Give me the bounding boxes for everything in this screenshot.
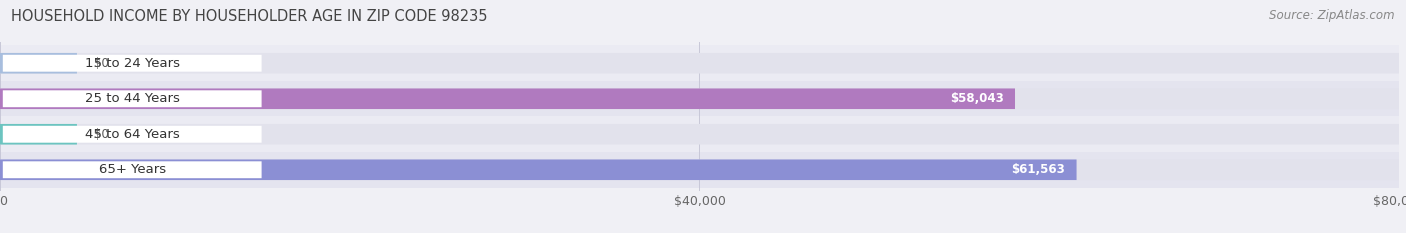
FancyBboxPatch shape	[3, 55, 262, 72]
FancyBboxPatch shape	[0, 89, 1015, 109]
FancyBboxPatch shape	[0, 53, 1399, 74]
FancyBboxPatch shape	[0, 159, 1077, 180]
Text: 65+ Years: 65+ Years	[98, 163, 166, 176]
Text: $61,563: $61,563	[1012, 163, 1066, 176]
FancyBboxPatch shape	[0, 159, 1399, 180]
Text: $0: $0	[94, 57, 108, 70]
Text: $58,043: $58,043	[950, 92, 1004, 105]
Text: 45 to 64 Years: 45 to 64 Years	[84, 128, 180, 141]
Bar	[0, 152, 1400, 188]
FancyBboxPatch shape	[0, 124, 77, 144]
Text: $0: $0	[94, 128, 108, 141]
FancyBboxPatch shape	[0, 89, 1399, 109]
FancyBboxPatch shape	[3, 161, 262, 178]
Text: HOUSEHOLD INCOME BY HOUSEHOLDER AGE IN ZIP CODE 98235: HOUSEHOLD INCOME BY HOUSEHOLDER AGE IN Z…	[11, 9, 488, 24]
FancyBboxPatch shape	[0, 53, 77, 74]
Bar	[0, 45, 1400, 81]
FancyBboxPatch shape	[3, 90, 262, 107]
Bar	[0, 81, 1400, 116]
Text: 25 to 44 Years: 25 to 44 Years	[84, 92, 180, 105]
Text: Source: ZipAtlas.com: Source: ZipAtlas.com	[1270, 9, 1395, 22]
Bar	[0, 116, 1400, 152]
FancyBboxPatch shape	[0, 124, 1399, 144]
FancyBboxPatch shape	[3, 126, 262, 143]
Text: 15 to 24 Years: 15 to 24 Years	[84, 57, 180, 70]
